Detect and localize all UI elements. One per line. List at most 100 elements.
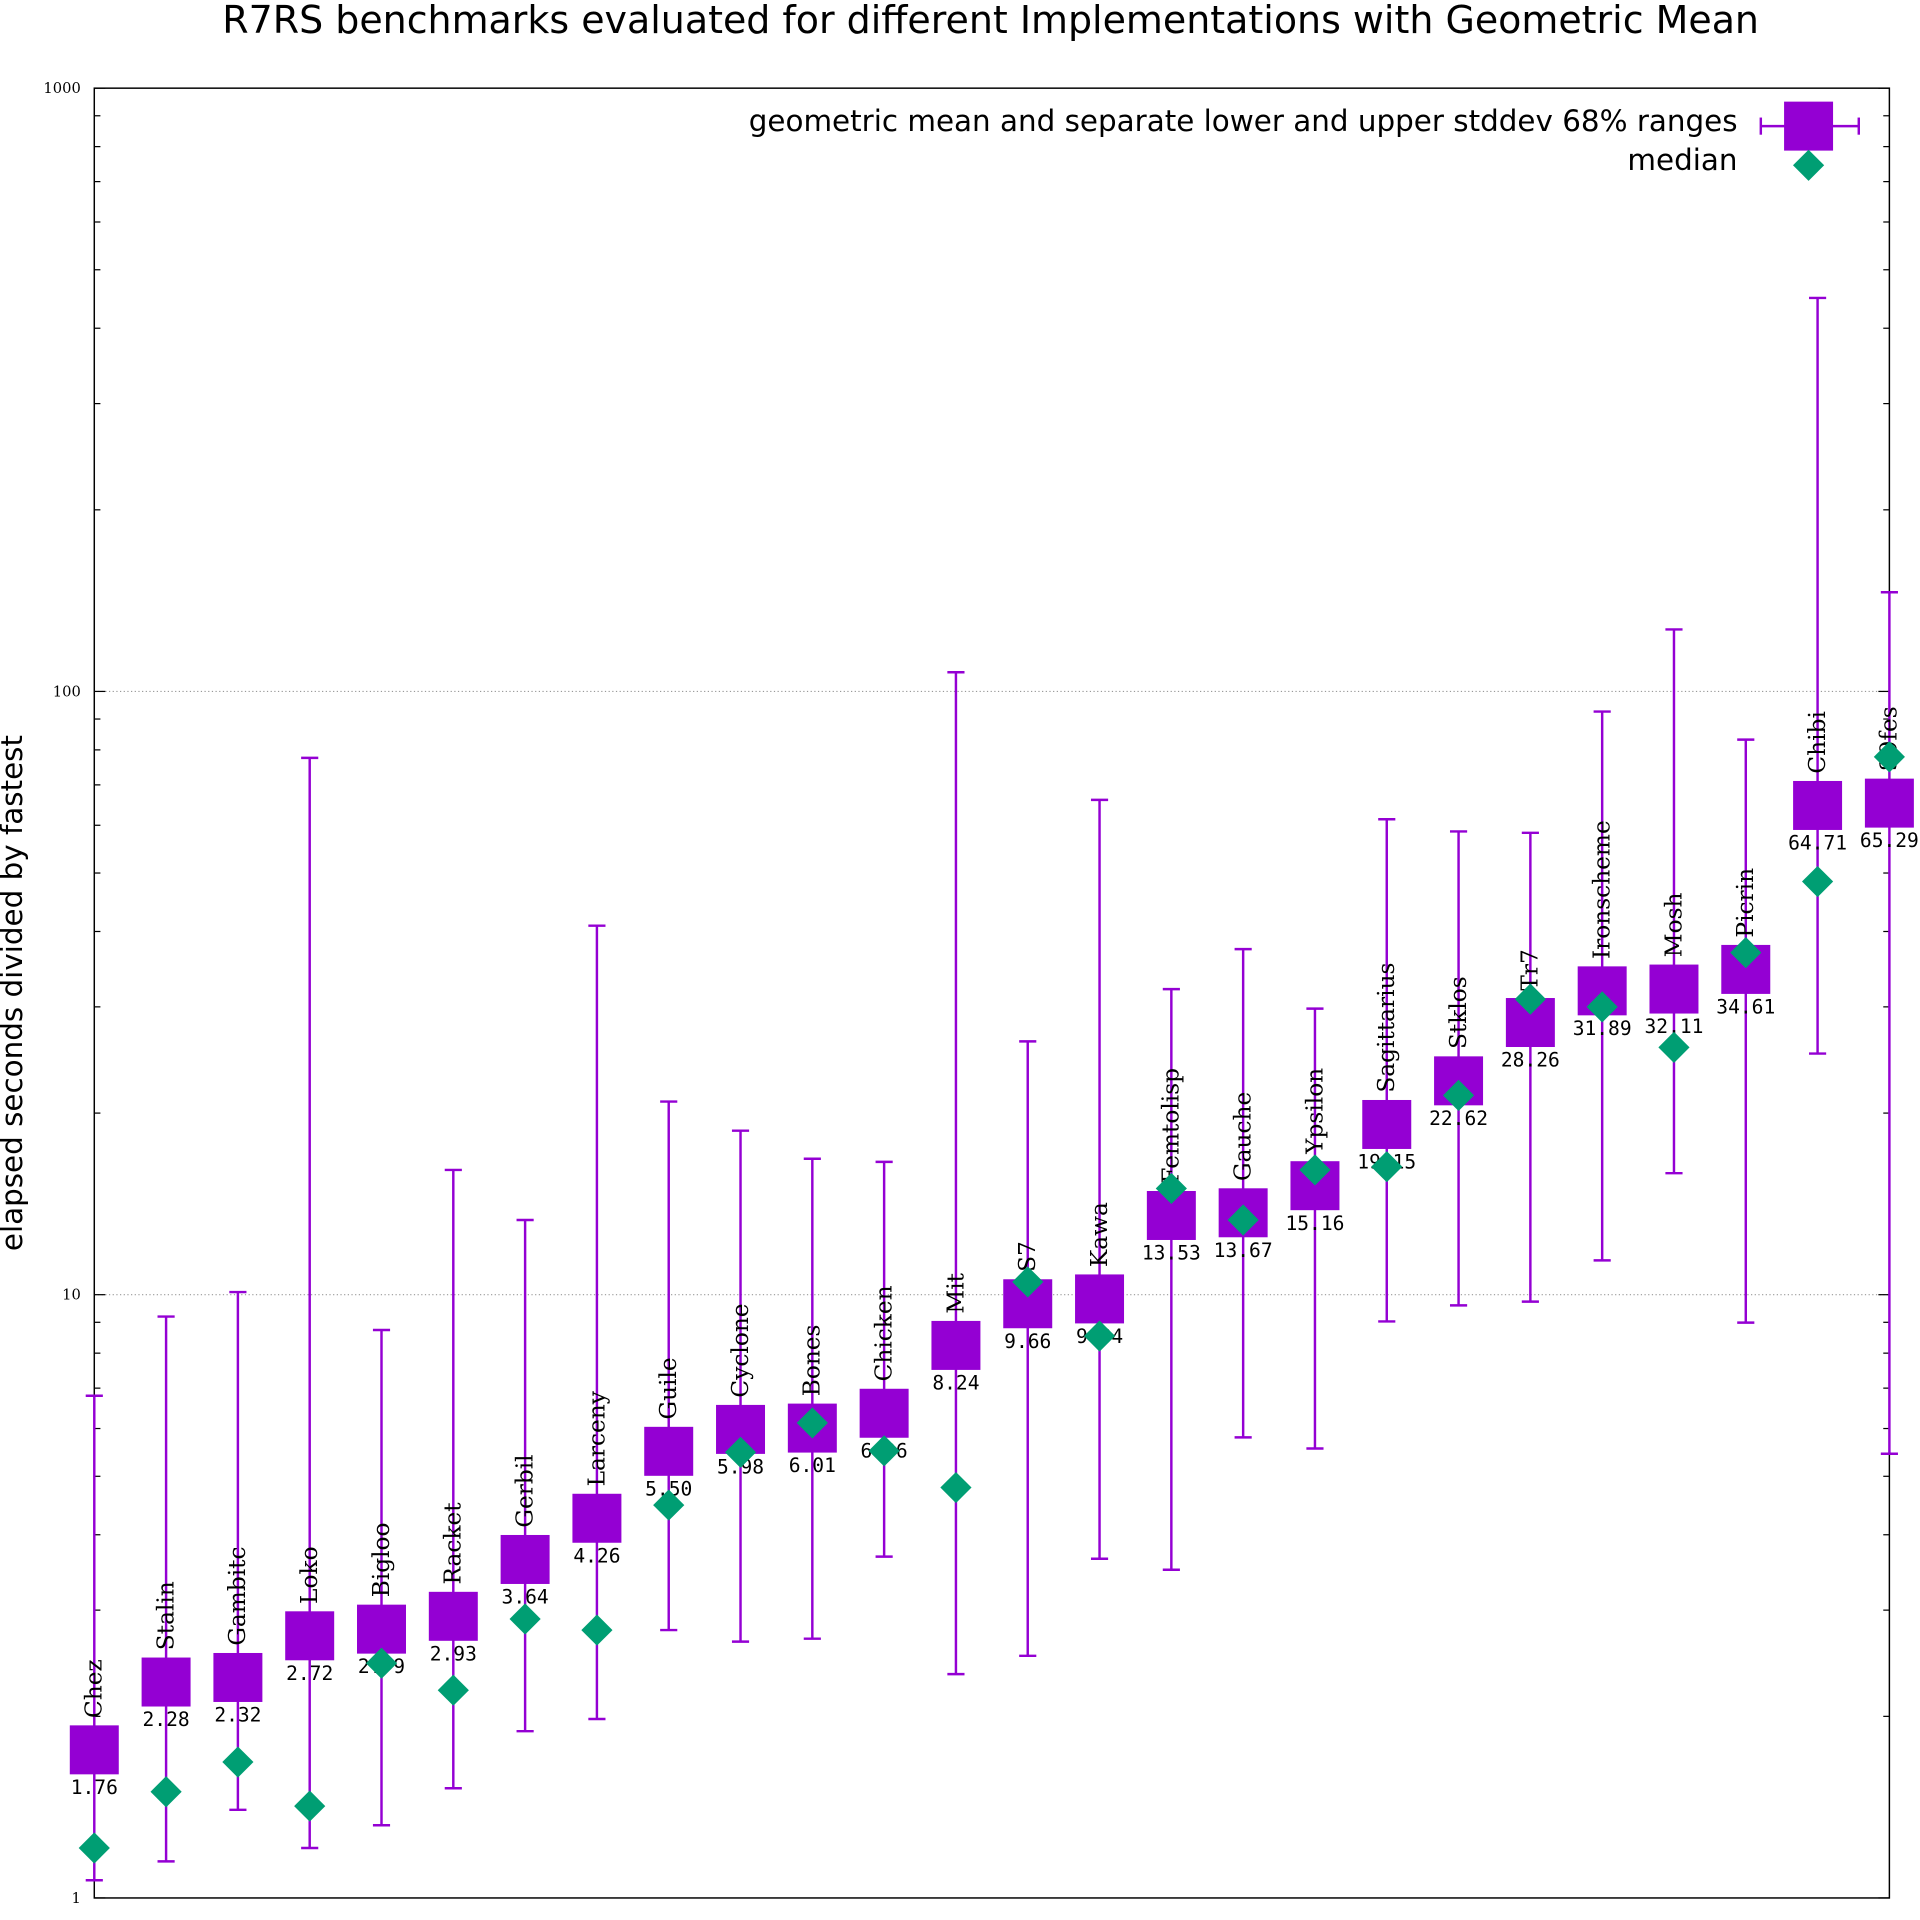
mean-value-label: 34.61 [1716,995,1775,1018]
data-point-s7: S79.66 [1003,1040,1053,1658]
data-point-cyclone: Cyclone5.98 [716,1129,766,1643]
implementation-label: Gambitc [224,1546,251,1645]
chart-marks: Chez 1.76 Stalin 2.28 Gambitc 2.32 Loko 2.72 Big… [69,296,1919,1882]
median-marker [78,1832,110,1864]
implementation-label: Mit [942,1272,969,1313]
implementation-label: Chez [81,1659,108,1718]
mean-value-label: 2.28 [143,1708,190,1731]
implementation-label: Chibi [1804,711,1831,774]
data-point-guile: Guile 5.50 [644,1100,694,1632]
data-point-racket: Racket 2.93 [428,1168,478,1790]
mean-value-label: 64.71 [1788,832,1847,855]
grid [94,690,1890,1296]
implementation-label: Bigloo [368,1522,395,1597]
median-marker [1155,1172,1187,1205]
y-tick-label: 1000 [43,80,80,97]
data-point-mit: Mit 8.24 [931,671,981,1676]
implementation-label: Racket [440,1502,467,1585]
mean-value-label: 22.62 [1429,1107,1488,1130]
implementation-label: Ironscheme [1589,820,1616,959]
data-point-chez: Chez 1.76 [69,1394,119,1882]
mean-marker [1864,778,1914,828]
chart-title: R7RS benchmarks evaluated for different … [222,0,1759,42]
mean-value-label: 15.16 [1285,1212,1344,1235]
data-point-stklos: Stklos 22.62 [1429,830,1488,1307]
data-point-stalin: Stalin 2.28 [141,1315,191,1863]
data-point-gerbil: Gerbil 3.64 [500,1218,550,1733]
mean-value-label: 1.76 [71,1776,118,1799]
median-marker [222,1746,254,1778]
mean-marker [213,1652,263,1702]
data-point-kawa: Kawa9.84 [1075,798,1125,1560]
legend-label-median: median [1627,143,1737,177]
data-point-mosh: Mosh 32.11 [1645,628,1703,1175]
mean-value-label: 13.53 [1142,1242,1201,1265]
legend: geometric mean and separate lower and up… [749,101,1860,181]
median-marker [437,1674,469,1706]
implementation-label: Guile [655,1357,682,1419]
mean-value-label: 4.26 [573,1544,620,1567]
data-point-bigloo: Bigloo2.79 [357,1328,406,1827]
mean-marker [428,1591,478,1641]
mean-marker [285,1611,335,1661]
mean-marker [500,1534,550,1584]
implementation-label: Bones [799,1325,826,1397]
data-point-larceny: Larceny 4.26 [572,924,622,1721]
implementation-label: Gauche [1229,1092,1256,1181]
median-marker [150,1776,182,1808]
mean-value-label: 8.24 [932,1371,979,1394]
y-tick-label: 1 [71,1890,80,1907]
implementation-label: Femtolisp [1158,1068,1185,1184]
mean-value-label: 9.66 [1004,1330,1051,1353]
data-point-sagittarius: Sagittarius19.15 [1357,817,1416,1323]
mean-value-label: 5.50 [645,1477,692,1500]
mean-marker [357,1604,406,1654]
mean-marker [1362,1099,1412,1149]
implementation-label: Stklos [1445,976,1472,1049]
legend-median-marker [1792,149,1825,181]
mean-value-label: 3.64 [502,1586,549,1609]
mean-value-label: 2.93 [430,1642,477,1665]
implementation-label: Picrin [1732,868,1759,938]
data-point-femtolisp: Femtolisp 13.53 [1142,987,1201,1571]
data-point-chibi: Chibi 64.71 [1788,296,1847,1055]
legend-mean-marker [1784,101,1834,151]
mean-marker [644,1426,694,1476]
y-axis-label: elapsed seconds divided by fastest [0,735,29,1251]
median-marker [581,1614,613,1646]
data-point-chicken: Chicken6.36 [859,1160,909,1558]
implementation-label: Gerbil [511,1454,538,1527]
mean-value-label: 2.32 [214,1704,261,1727]
mean-marker [1793,780,1843,830]
mean-value-label: 2.72 [286,1662,333,1685]
data-point-gambitc: Gambitc 2.32 [213,1290,263,1812]
mean-value-label: 28.26 [1501,1049,1560,1072]
implementation-label: Stalin [152,1581,179,1650]
y-tick-label: 10 [62,1287,81,1304]
implementation-label: Mosh [1660,892,1687,957]
implementation-label: Kawa [1086,1202,1113,1267]
mean-value-label: 65.29 [1860,829,1919,852]
mean-marker [1075,1274,1125,1324]
mean-marker [572,1493,622,1543]
median-marker [1801,865,1834,898]
data-point-picrin: Picrin 34.61 [1716,738,1775,1324]
implementation-label: Chicken [870,1285,897,1381]
mean-marker [141,1657,191,1707]
implementation-label: Cyclone [727,1303,754,1397]
implementation-label: Larceny [583,1390,610,1486]
legend-label-mean: geometric mean and separate lower and up… [749,104,1738,138]
implementation-label: Loko [296,1546,323,1604]
mean-value-label: 6.01 [789,1454,836,1477]
mean-value-label: 13.67 [1214,1239,1273,1262]
data-point-gauche: Gauche 13.67 [1214,947,1273,1439]
median-marker [294,1790,326,1822]
data-point-bones: Bones 6.01 [787,1157,837,1640]
mean-marker [1649,964,1699,1014]
implementation-label: Sagittarius [1373,963,1400,1093]
mean-marker [69,1725,119,1775]
mean-marker [931,1320,981,1370]
